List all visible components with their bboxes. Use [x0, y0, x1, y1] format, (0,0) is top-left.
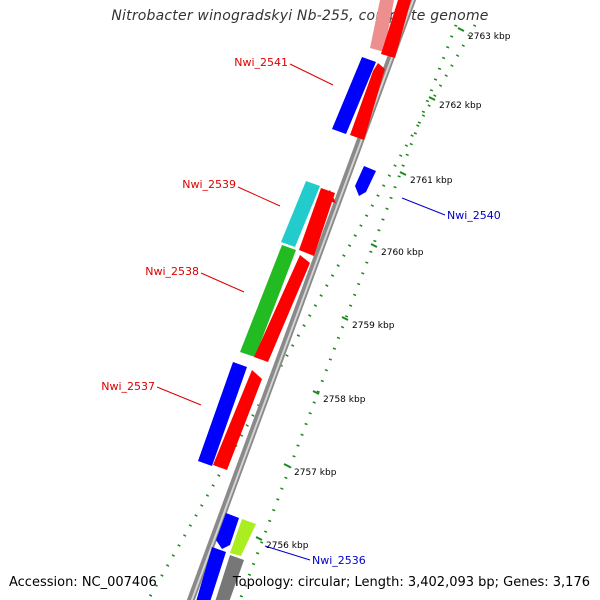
gene-leader-line	[289, 63, 334, 86]
gene-arrow	[299, 188, 335, 256]
gene-arrow	[216, 513, 239, 549]
scale-tick-label: 2762 kbp	[439, 101, 482, 111]
dotted-guide-outer	[146, 24, 477, 600]
scale-tick	[370, 243, 378, 248]
scale-tick	[399, 171, 407, 176]
gene-arrow	[281, 181, 320, 247]
gene-leader-line	[264, 545, 311, 561]
scale-tick-label: 2757 kbp	[294, 468, 337, 478]
gene-label[interactable]: Nwi_2541	[234, 56, 288, 69]
gene-label[interactable]: Nwi_2537	[101, 380, 155, 393]
scale-tick	[341, 316, 349, 321]
scale-tick	[457, 27, 465, 32]
gene-arrow	[320, 190, 336, 203]
gene-leader-line	[200, 272, 245, 293]
gene-arrow	[370, 0, 394, 52]
gene-leader-line	[401, 197, 446, 216]
gene-label[interactable]: Nwi_2540	[447, 209, 501, 222]
scale-tick-label: 2761 kbp	[410, 176, 453, 186]
gene-label[interactable]: Nwi_2539	[182, 178, 236, 191]
gene-leader-line	[156, 386, 202, 406]
scale-tick-label: 2760 kbp	[381, 248, 424, 258]
gene-label[interactable]: Nwi_2536	[312, 554, 366, 567]
gene-leader-line	[237, 186, 281, 207]
gene-arrow	[198, 362, 247, 466]
gene-arrow	[240, 245, 296, 357]
scale-tick	[428, 96, 436, 101]
gene-arrow	[215, 555, 244, 600]
gene-label[interactable]: Nwi_2538	[145, 265, 199, 278]
gene-arrow	[213, 370, 262, 470]
accession-label: Accession: NC_007406	[9, 575, 157, 590]
genome-backbone-highlight	[190, 0, 415, 600]
scale-tick	[312, 390, 320, 395]
gene-arrow	[350, 63, 385, 140]
gene-arrow	[332, 57, 376, 134]
scale-tick-label: 2756 kbp	[266, 541, 309, 551]
gene-arrow	[355, 166, 376, 196]
scale-tick-label: 2759 kbp	[352, 321, 395, 331]
genome-stats-label: Topology: circular; Length: 3,402,093 bp…	[232, 575, 590, 590]
gene-arrow	[254, 255, 310, 362]
scale-tick-label: 2758 kbp	[323, 395, 366, 405]
gene-arrow	[196, 547, 226, 600]
scale-tick	[283, 463, 291, 468]
scale-tick	[255, 536, 263, 541]
gene-arrow	[230, 519, 256, 556]
gene-arrow	[381, 0, 411, 58]
scale-tick-label: 2763 kbp	[468, 32, 511, 42]
